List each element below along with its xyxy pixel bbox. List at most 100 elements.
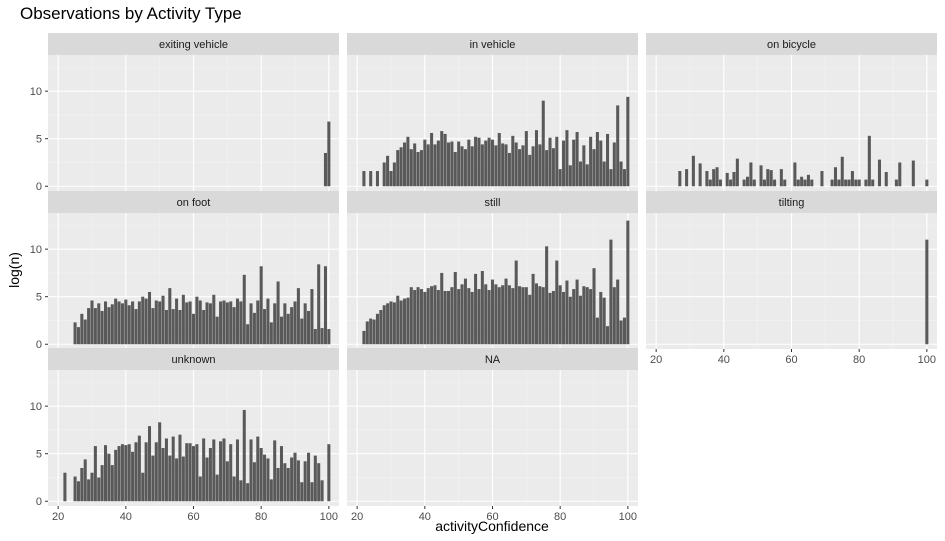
bar	[252, 462, 256, 502]
y-tick-label: 5	[36, 449, 42, 461]
bar	[249, 303, 253, 345]
bar	[276, 467, 280, 502]
bar	[440, 131, 444, 187]
x-tick-label: 20	[52, 511, 64, 523]
x-tick-label: 80	[554, 511, 566, 523]
bar	[609, 169, 613, 187]
bar	[263, 309, 267, 345]
bar	[568, 296, 572, 345]
bar	[783, 179, 787, 187]
bar	[392, 162, 396, 187]
bar	[273, 303, 277, 345]
bar	[504, 144, 508, 187]
bar	[212, 439, 216, 502]
bar	[110, 304, 114, 345]
bar	[229, 444, 233, 502]
bar	[578, 295, 582, 345]
bar	[416, 152, 420, 187]
bar	[800, 176, 804, 187]
x-tick-label: 80	[255, 511, 267, 523]
bar	[793, 162, 797, 187]
bar	[185, 302, 189, 345]
bar	[474, 273, 478, 345]
bar	[303, 303, 307, 345]
facet-strip	[347, 33, 638, 55]
bar	[619, 161, 623, 187]
bar	[178, 310, 182, 345]
facet-strip	[646, 191, 937, 213]
bar	[293, 452, 297, 502]
bar	[403, 142, 407, 187]
facet-strip-label: on foot	[177, 197, 211, 209]
bar	[531, 146, 535, 187]
bar	[419, 289, 423, 345]
facet-strip	[48, 191, 339, 213]
bar	[440, 272, 444, 345]
bar	[242, 409, 246, 502]
bar	[837, 179, 841, 187]
bar	[450, 287, 454, 345]
bar	[124, 445, 128, 502]
bar	[266, 298, 270, 345]
bar	[606, 326, 610, 345]
bar	[585, 164, 589, 187]
bar	[685, 169, 689, 187]
bar	[375, 313, 379, 345]
bar	[545, 246, 549, 345]
bar	[191, 313, 196, 345]
facet-strip-label: still	[485, 197, 501, 209]
bar	[144, 298, 148, 345]
bar	[854, 179, 858, 187]
y-tick-label: 0	[36, 496, 42, 508]
bar	[235, 298, 240, 345]
bar	[175, 298, 179, 345]
bar	[521, 145, 525, 187]
bar	[239, 480, 243, 502]
facet-strip-label: tilting	[779, 197, 805, 209]
bar	[884, 171, 888, 187]
bar	[725, 172, 729, 187]
bar	[622, 317, 626, 345]
bar	[379, 310, 383, 345]
facet-on-bicycle: on bicycle	[646, 33, 937, 191]
bar	[198, 300, 202, 345]
bar	[323, 152, 327, 187]
bar	[497, 132, 501, 187]
bar	[582, 145, 586, 187]
bar	[137, 435, 141, 502]
bar	[87, 308, 91, 345]
bar	[745, 176, 750, 187]
bar	[131, 451, 135, 502]
bar	[507, 152, 511, 187]
bar	[222, 300, 226, 345]
x-tick-label: 60	[187, 511, 199, 523]
bar	[181, 456, 185, 502]
bar	[413, 290, 417, 345]
bar	[83, 459, 87, 502]
bar	[279, 316, 283, 345]
bar	[538, 144, 542, 187]
bar	[582, 286, 586, 345]
bar	[117, 301, 121, 345]
bar	[518, 149, 522, 187]
bar	[212, 294, 216, 345]
bar	[511, 135, 515, 187]
bar	[399, 147, 403, 187]
y-tick-label: 0	[36, 339, 42, 351]
bar	[225, 302, 229, 345]
bar	[327, 329, 331, 345]
bar	[239, 301, 243, 345]
bar	[467, 139, 471, 187]
bar	[480, 271, 484, 345]
bar	[286, 313, 290, 345]
bar	[134, 309, 138, 345]
bar	[698, 163, 702, 187]
bar	[147, 426, 152, 502]
bar	[531, 273, 535, 345]
bar	[619, 320, 623, 345]
bar	[749, 162, 753, 187]
bar	[93, 446, 97, 502]
bar	[205, 457, 209, 502]
bar	[161, 295, 165, 345]
bar	[386, 155, 390, 187]
